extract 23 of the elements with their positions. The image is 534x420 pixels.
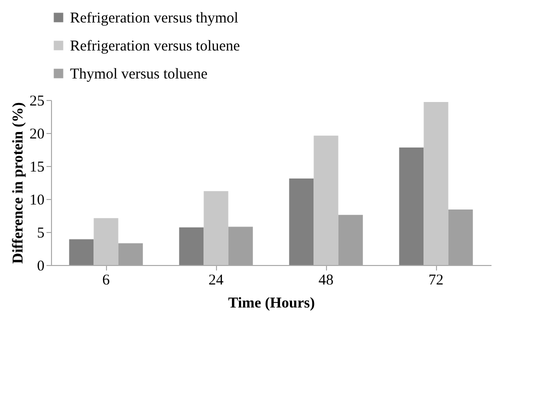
bar: [314, 136, 338, 265]
x-tick-label: 6: [102, 272, 110, 288]
legend-label: Refrigeration versus toluene: [70, 38, 240, 54]
bar: [204, 191, 228, 265]
x-axis-title: Time (Hours): [228, 296, 315, 312]
x-tick-label: 72: [428, 272, 444, 288]
bar: [69, 239, 94, 265]
y-axis-title: Difference in protein (%): [10, 102, 26, 264]
bar: [289, 178, 314, 265]
legend-label: Refrigeration versus thymol: [70, 10, 238, 26]
y-tick-label: 25: [30, 94, 44, 110]
y-tick-label: 10: [30, 192, 44, 208]
y-tick-label: 5: [37, 226, 44, 242]
bar: [399, 148, 424, 265]
x-tick-label: 24: [208, 272, 224, 288]
bar: [179, 227, 204, 265]
y-tick-label: 15: [30, 160, 44, 176]
y-tick-label: 0: [37, 258, 44, 274]
legend-label: Thymol versus toluene: [70, 66, 208, 82]
bar: [94, 218, 118, 265]
x-tick-label: 48: [318, 272, 334, 288]
y-tick-label: 20: [30, 126, 44, 142]
bar: [424, 102, 448, 265]
